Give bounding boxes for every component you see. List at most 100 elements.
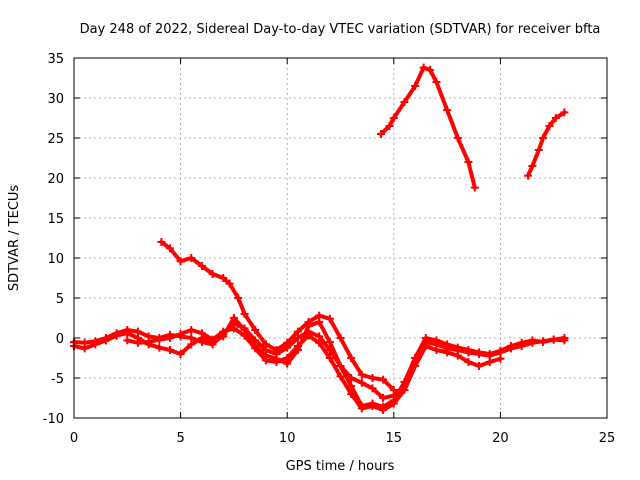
data-point bbox=[251, 326, 260, 334]
data-point bbox=[336, 372, 345, 381]
data-point bbox=[315, 311, 324, 320]
data-point bbox=[379, 406, 388, 414]
data-point bbox=[176, 330, 185, 338]
data-point bbox=[240, 331, 249, 340]
data-point bbox=[251, 344, 260, 353]
data-point bbox=[464, 346, 473, 354]
data-point bbox=[421, 334, 430, 342]
x-tick-label: 25 bbox=[599, 431, 616, 446]
data-point bbox=[176, 257, 185, 266]
data-point bbox=[411, 362, 420, 370]
data-point bbox=[347, 390, 356, 398]
data-point bbox=[496, 346, 505, 355]
data-point bbox=[528, 162, 537, 170]
data-point bbox=[155, 335, 164, 344]
data-point bbox=[229, 314, 238, 322]
y-tick-label: 20 bbox=[47, 172, 64, 187]
data-point bbox=[176, 350, 185, 358]
data-point bbox=[219, 274, 228, 282]
data-point bbox=[534, 146, 543, 154]
data-point bbox=[80, 344, 89, 353]
data-point bbox=[157, 238, 166, 246]
y-tick-label: 10 bbox=[47, 252, 64, 267]
y-tick-label: 0 bbox=[56, 332, 64, 347]
data-point bbox=[528, 336, 537, 345]
data-point bbox=[219, 327, 228, 336]
data-point bbox=[187, 254, 196, 262]
data-point bbox=[261, 340, 270, 349]
series-line-s3 bbox=[125, 326, 503, 412]
series-line-s4 bbox=[159, 240, 396, 392]
data-point bbox=[496, 354, 505, 363]
data-point bbox=[539, 338, 548, 346]
data-point bbox=[155, 343, 164, 352]
data-point bbox=[208, 270, 217, 278]
data-point bbox=[517, 338, 526, 347]
data-point bbox=[545, 122, 554, 130]
data-point bbox=[325, 314, 334, 323]
data-point bbox=[426, 66, 435, 74]
data-point bbox=[187, 326, 196, 334]
y-tick-label: 5 bbox=[56, 292, 64, 307]
data-point bbox=[304, 331, 313, 340]
y-tick-label: 35 bbox=[47, 52, 64, 67]
data-point bbox=[325, 354, 334, 362]
data-point bbox=[453, 351, 462, 360]
x-tick-label: 20 bbox=[492, 431, 509, 446]
data-point bbox=[524, 171, 533, 180]
data-point bbox=[325, 338, 334, 346]
data-point bbox=[400, 386, 409, 394]
data-point bbox=[411, 82, 420, 90]
data-point bbox=[144, 338, 153, 346]
data-point bbox=[560, 108, 569, 117]
data-point bbox=[91, 340, 100, 349]
data-point bbox=[475, 362, 484, 370]
plot-frame bbox=[73, 57, 608, 419]
data-point bbox=[432, 78, 441, 86]
data-point bbox=[485, 350, 494, 358]
data-point bbox=[443, 348, 452, 357]
x-tick-label: 5 bbox=[176, 431, 184, 446]
data-point bbox=[197, 262, 206, 270]
data-point bbox=[379, 394, 388, 402]
x-axis-label: GPS time / hours bbox=[286, 459, 395, 474]
data-point bbox=[377, 130, 386, 138]
data-point bbox=[549, 335, 558, 344]
y-tick-label: 30 bbox=[47, 92, 64, 107]
data-point bbox=[272, 346, 281, 354]
data-point bbox=[304, 318, 313, 326]
data-point bbox=[208, 335, 217, 344]
data-point bbox=[560, 336, 569, 345]
data-point bbox=[165, 346, 174, 354]
data-point bbox=[475, 348, 484, 357]
data-point bbox=[421, 342, 430, 350]
data-point bbox=[485, 358, 494, 366]
data-point bbox=[165, 334, 174, 342]
data-point bbox=[123, 329, 132, 338]
y-tick-label: 15 bbox=[47, 212, 64, 227]
axis-ticks: 0 5 10 15 20 25 -10 -5 0 5 10 15 20 25 30 35 bbox=[43, 52, 616, 446]
data-point bbox=[551, 114, 560, 122]
data-point bbox=[293, 327, 302, 336]
data-point bbox=[368, 402, 377, 410]
data-point bbox=[229, 324, 238, 333]
data-point bbox=[283, 354, 292, 362]
data-point bbox=[357, 404, 366, 413]
y-tick-label: -10 bbox=[43, 412, 64, 427]
data-point bbox=[389, 114, 398, 122]
data-point bbox=[419, 63, 428, 72]
data-point bbox=[453, 134, 462, 142]
y-axis-label: SDTVAR / TECUs bbox=[7, 185, 22, 292]
data-point bbox=[240, 310, 249, 318]
data-point bbox=[400, 98, 409, 106]
data-point bbox=[385, 122, 394, 130]
y-tick-label: -5 bbox=[51, 372, 64, 387]
data-point bbox=[507, 342, 516, 350]
data-point bbox=[261, 356, 270, 365]
data-point bbox=[443, 106, 452, 114]
y-tick-label: 25 bbox=[47, 132, 64, 147]
data-point bbox=[368, 374, 377, 382]
data-point bbox=[464, 358, 473, 366]
data-point bbox=[336, 334, 345, 342]
data-point bbox=[432, 346, 441, 354]
